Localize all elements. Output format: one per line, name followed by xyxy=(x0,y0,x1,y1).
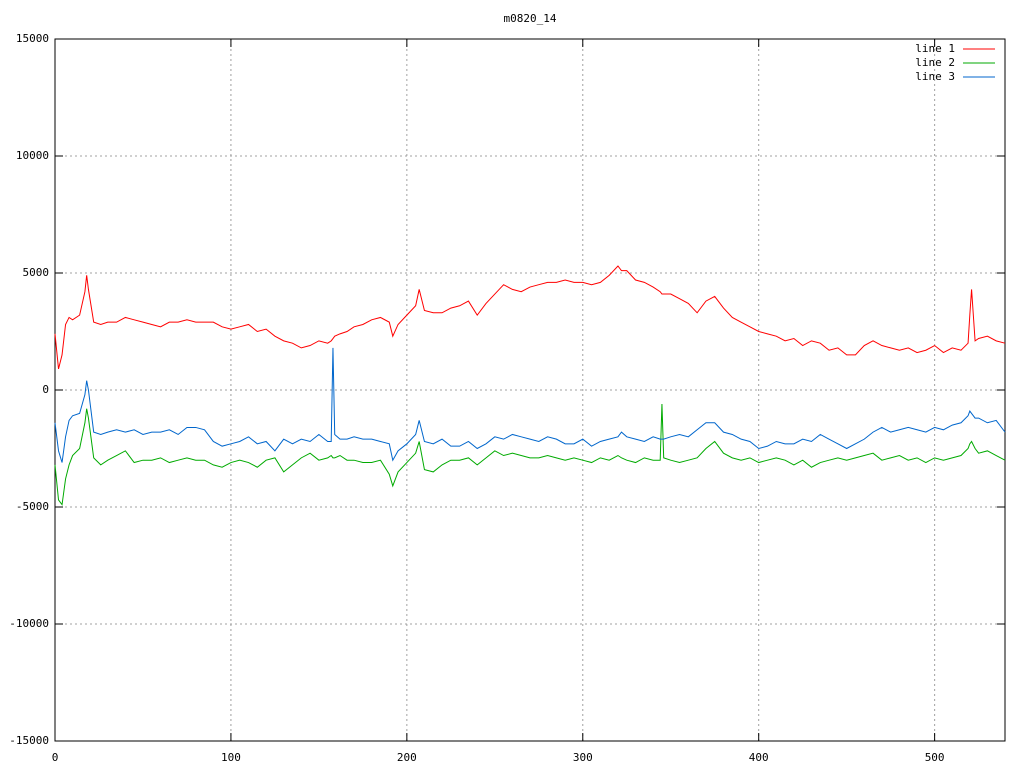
x-tick-label: 100 xyxy=(221,751,241,764)
y-tick-label: 15000 xyxy=(16,32,49,45)
y-tick-label: 5000 xyxy=(23,266,50,279)
x-tick-label: 500 xyxy=(925,751,945,764)
data-line xyxy=(54,404,1006,506)
y-tick-label: -5000 xyxy=(16,500,49,513)
y-tick-label: -15000 xyxy=(9,734,49,747)
x-tick-label: 400 xyxy=(749,751,769,764)
legend-label: line 1 xyxy=(915,42,955,55)
legend-label: line 2 xyxy=(915,56,955,69)
data-line xyxy=(54,265,1006,370)
y-tick-label: 10000 xyxy=(16,149,49,162)
y-tick-label: 0 xyxy=(42,383,49,396)
y-tick-label: -10000 xyxy=(9,617,49,630)
legend-label: line 3 xyxy=(915,70,955,83)
x-tick-label: 200 xyxy=(397,751,417,764)
chart-title: m0820_14 xyxy=(504,12,557,25)
plot-frame xyxy=(54,38,1006,742)
x-tick-label: 0 xyxy=(52,751,59,764)
data-line xyxy=(54,347,1006,463)
x-tick-label: 300 xyxy=(573,751,593,764)
